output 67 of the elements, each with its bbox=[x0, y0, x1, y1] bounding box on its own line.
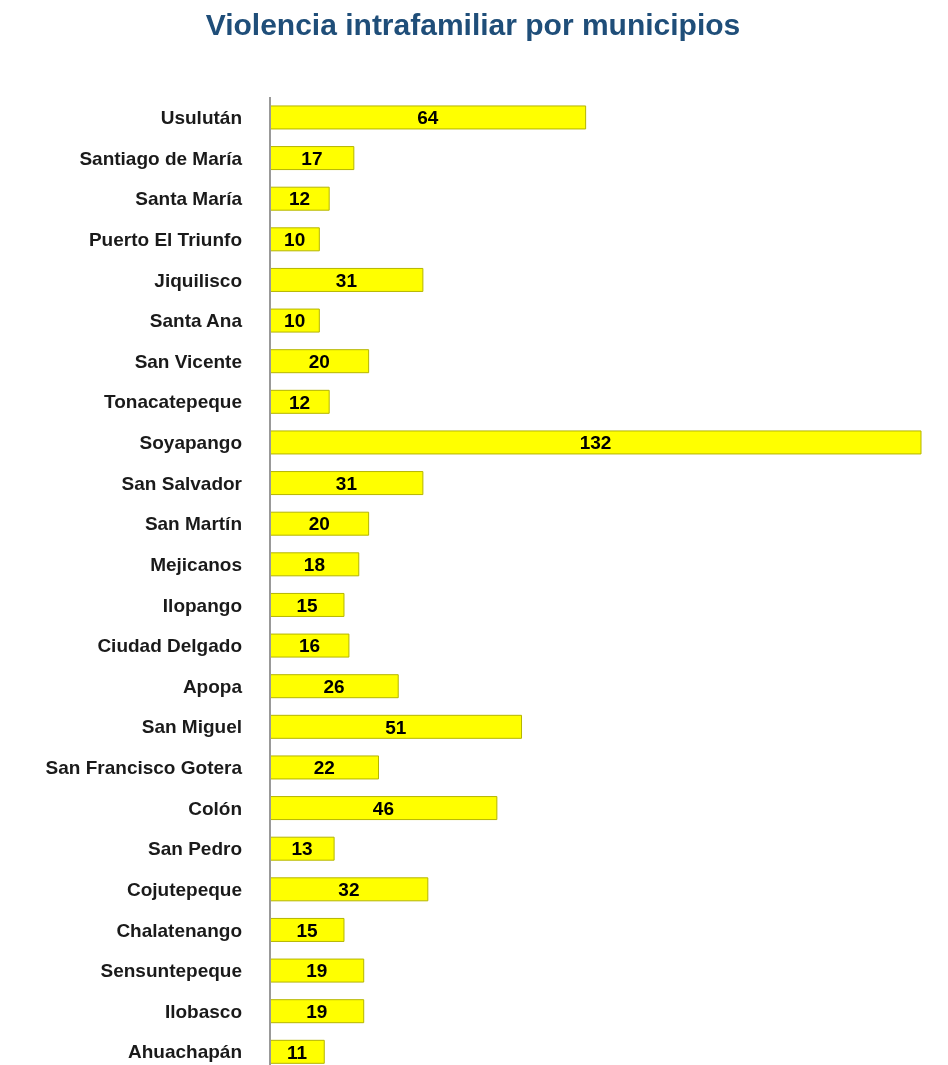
bar bbox=[269, 511, 370, 536]
y-tick-label: San Francisco Gotera bbox=[45, 757, 243, 779]
data-label: 17 bbox=[301, 147, 323, 169]
bar bbox=[269, 105, 587, 130]
data-label: 12 bbox=[289, 188, 311, 210]
bar bbox=[269, 267, 424, 292]
y-tick-label: San Pedro bbox=[148, 838, 242, 860]
y-tick-label: Apopa bbox=[182, 675, 243, 697]
y-tick-label: Jiquilisco bbox=[154, 269, 242, 291]
y-tick-label: Puerto El Triunfo bbox=[88, 228, 242, 250]
bar bbox=[269, 714, 523, 739]
bar bbox=[269, 999, 365, 1024]
y-tick-label: Mejicanos bbox=[150, 553, 242, 575]
data-label: 13 bbox=[291, 838, 313, 860]
y-tick-label: Sensuntepeque bbox=[100, 960, 242, 982]
bar bbox=[269, 796, 498, 821]
data-label: 22 bbox=[313, 757, 335, 779]
data-label: 15 bbox=[296, 919, 318, 941]
y-tick-label: Ciudad Delgado bbox=[97, 635, 242, 657]
y-tick-label: San Vicente bbox=[134, 350, 242, 372]
data-label: 19 bbox=[306, 960, 328, 982]
y-tick-label: Santiago de María bbox=[79, 147, 243, 169]
y-tick-label: San Miguel bbox=[141, 716, 242, 738]
data-label: 16 bbox=[298, 635, 321, 657]
data-label: 31 bbox=[335, 472, 358, 494]
y-tick-label: Soyapango bbox=[139, 432, 242, 454]
bar bbox=[269, 146, 355, 171]
y-tick-label: Ahuachapán bbox=[127, 1041, 242, 1063]
bar bbox=[269, 917, 345, 942]
data-label: 10 bbox=[284, 310, 306, 332]
y-tick-label: Cojutepeque bbox=[126, 878, 242, 900]
data-label: 18 bbox=[303, 554, 325, 576]
data-label: 12 bbox=[289, 391, 311, 413]
y-tick-label: Usulután bbox=[160, 107, 242, 129]
bar bbox=[269, 958, 365, 983]
bar bbox=[269, 633, 350, 658]
y-tick-label: San Martín bbox=[144, 513, 242, 535]
y-tick-label: Tonacatepeque bbox=[104, 391, 242, 413]
data-label: 51 bbox=[385, 716, 407, 738]
y-tick-label: Colón bbox=[188, 797, 242, 819]
bar bbox=[269, 430, 922, 455]
data-label: 31 bbox=[335, 269, 358, 291]
y-tick-label: Santa Ana bbox=[149, 310, 243, 332]
data-label: 15 bbox=[296, 594, 318, 616]
data-label: 10 bbox=[284, 229, 306, 251]
bar bbox=[269, 552, 360, 577]
bar bbox=[269, 349, 370, 374]
y-tick-label: Ilobasco bbox=[164, 1000, 242, 1022]
data-label: 20 bbox=[308, 513, 330, 535]
y-tick-label: San Salvador bbox=[121, 472, 243, 494]
bar bbox=[269, 877, 429, 902]
data-label: 20 bbox=[308, 350, 330, 372]
data-label: 26 bbox=[323, 675, 345, 697]
data-label: 46 bbox=[372, 797, 394, 819]
y-tick-label: Chalatenango bbox=[116, 919, 242, 941]
data-label: 64 bbox=[417, 107, 439, 129]
bar bbox=[269, 755, 379, 780]
y-tick-label: Ilopango bbox=[162, 594, 242, 616]
bar bbox=[269, 471, 424, 496]
chart-title: Violencia intrafamiliar por municipios bbox=[204, 8, 742, 42]
data-label: 19 bbox=[306, 1000, 328, 1022]
data-label: 132 bbox=[579, 432, 612, 454]
data-label: 32 bbox=[338, 879, 360, 901]
bar bbox=[269, 674, 399, 699]
data-label: 11 bbox=[287, 1041, 308, 1063]
bar bbox=[269, 592, 345, 617]
y-tick-label: Santa María bbox=[135, 188, 243, 210]
